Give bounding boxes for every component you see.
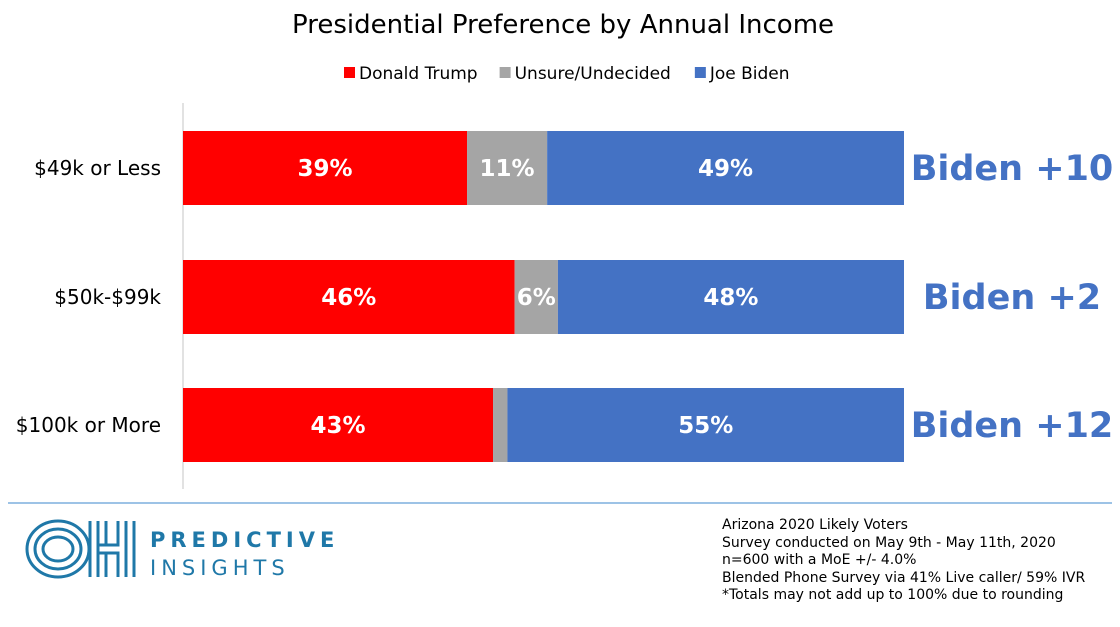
note-line: *Totals may not add up to 100% due to ro… — [722, 587, 1064, 603]
margin-label: Biden +12 — [911, 406, 1114, 446]
legend-swatch-joe-biden — [694, 67, 706, 78]
footer-divider — [8, 502, 1112, 504]
note-line: Blended Phone Survey via 41% Live caller… — [722, 569, 1086, 586]
category-label: $100k or More — [16, 413, 161, 437]
margin-label: Biden +2 — [923, 278, 1101, 318]
data-label: 55% — [678, 413, 733, 439]
bar-segment-donald-trump — [183, 260, 515, 334]
legend-swatch-donald-trump — [344, 67, 355, 78]
bar-segment-unsure-undecided — [493, 388, 508, 462]
note-line: Arizona 2020 Likely Voters — [722, 517, 908, 533]
bar-segment-unsure-undecided — [514, 260, 558, 334]
bar-segment-joe-biden — [507, 388, 904, 462]
bar-segment-donald-trump — [183, 388, 494, 462]
legend-label-donald-trump: Donald Trump — [359, 64, 478, 84]
legend-label-joe-biden: Joe Biden — [709, 64, 790, 84]
data-label: 11% — [480, 156, 535, 182]
brand-logo — [25, 519, 136, 579]
bar-segment-donald-trump — [183, 131, 468, 205]
data-label: 46% — [321, 285, 376, 311]
legend: Donald Trump Unsure/Undecided Joe Biden — [344, 64, 790, 84]
brand-word-predictive: PREDICTIVE — [150, 528, 340, 552]
data-label: 48% — [703, 285, 758, 311]
data-label: 39% — [297, 156, 352, 182]
note-line: Survey conducted on May 9th - May 11th, … — [722, 534, 1056, 551]
bar-segment-unsure-undecided — [467, 131, 548, 205]
category-label: $49k or Less — [34, 156, 161, 180]
chart: Presidential Preference by Annual Income… — [16, 10, 1114, 489]
data-label: 49% — [698, 156, 753, 182]
bars: $49k or Less 39% 11% 49% Biden +10 $50k-$99k 4… — [16, 131, 1114, 462]
note-line: n=600 with a MoE +/- 4.0% — [722, 552, 917, 568]
data-label: 43% — [310, 413, 365, 439]
legend-swatch-unsure-undecided — [499, 67, 511, 78]
chart-title: Presidential Preference by Annual Income — [292, 10, 834, 40]
data-label: 6% — [517, 285, 556, 311]
margin-label: Biden +10 — [911, 149, 1114, 189]
survey-notes: Arizona 2020 Likely Voters Survey conduc… — [722, 517, 1112, 605]
legend-label-unsure-undecided: Unsure/Undecided — [515, 64, 671, 84]
category-label: $50k-$99k — [54, 285, 161, 309]
brand-word-insights: INSIGHTS — [150, 556, 290, 580]
bar-segment-joe-biden — [557, 260, 904, 334]
bar-segment-joe-biden — [547, 131, 904, 205]
